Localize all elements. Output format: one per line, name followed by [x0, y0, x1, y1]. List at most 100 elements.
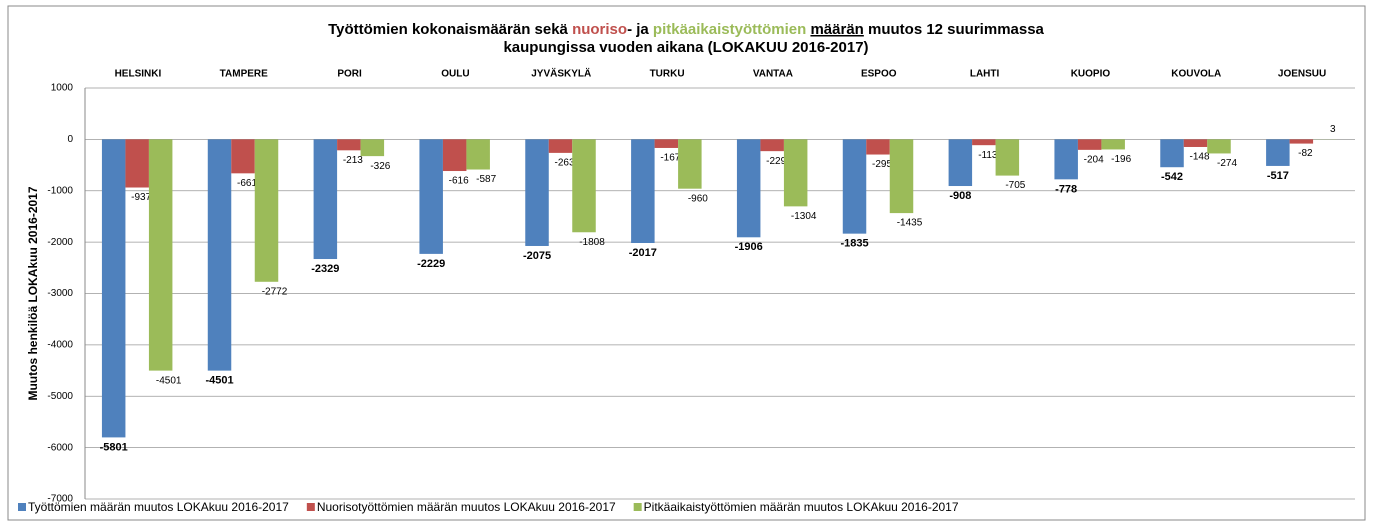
title-part: Työttömien kokonaismäärän sekä	[328, 21, 572, 38]
legend-label: Nuorisotyöttömien määrän muutos LOKAkuu …	[317, 500, 616, 514]
data-label: -705	[1005, 180, 1025, 191]
data-label: -2772	[262, 286, 288, 297]
legend-swatch	[18, 503, 26, 511]
data-label: -2329	[311, 263, 339, 275]
bar	[737, 139, 760, 237]
bar	[843, 139, 866, 233]
data-label: -908	[949, 190, 971, 202]
bar	[1101, 139, 1124, 149]
category-label: KOUVOLA	[1171, 69, 1221, 80]
data-label: -229	[766, 156, 786, 167]
bar	[125, 139, 148, 187]
bar	[949, 139, 972, 186]
data-label: -204	[1084, 154, 1104, 165]
bar	[1054, 139, 1077, 179]
y-tick-label: -3000	[47, 288, 73, 299]
bar	[549, 139, 572, 153]
data-label: -1304	[791, 211, 817, 222]
data-label: 3	[1330, 124, 1336, 135]
bar	[102, 139, 125, 437]
bar	[1160, 139, 1183, 167]
data-label: -542	[1161, 171, 1183, 183]
title-part: muutos 12 suurimmassa	[864, 21, 1045, 38]
bar	[314, 139, 337, 259]
y-tick-label: -5000	[47, 391, 73, 402]
bar	[1184, 139, 1207, 147]
data-label: -295	[872, 159, 892, 170]
bar	[149, 139, 172, 370]
data-label: -960	[688, 193, 708, 204]
bar	[208, 139, 231, 370]
bar	[784, 139, 807, 206]
bar	[972, 139, 995, 145]
bar	[525, 139, 548, 246]
bar	[678, 139, 701, 188]
bar	[361, 139, 384, 156]
data-label: -113	[978, 150, 998, 161]
chart-title: Työttömien kokonaismäärän sekä nuoriso- …	[328, 21, 1044, 38]
category-label: LAHTI	[970, 69, 1000, 80]
category-label: HELSINKI	[115, 69, 162, 80]
y-tick-label: 1000	[51, 83, 74, 94]
bar	[443, 139, 466, 171]
data-label: -326	[370, 161, 390, 172]
category-label: VANTAA	[753, 69, 793, 80]
bar	[337, 139, 360, 150]
legend-label: Pitkäaikaistyöttömien määrän muutos LOKA…	[644, 500, 959, 514]
data-label: -167	[660, 153, 680, 164]
data-label: -1835	[840, 238, 868, 250]
category-label: TURKU	[650, 69, 685, 80]
bar	[890, 139, 913, 213]
bar	[419, 139, 442, 254]
bar	[760, 139, 783, 151]
data-label: -1808	[579, 237, 605, 248]
title-part: kaupungissa vuoden aikana (LOKAKUU 2016-…	[503, 39, 868, 56]
title-part: pitkäaikaistyöttömien	[653, 21, 811, 38]
data-label: -5801	[100, 441, 128, 453]
category-label: OULU	[441, 69, 469, 80]
bar	[466, 139, 489, 169]
title-part: nuoriso	[572, 21, 627, 38]
legend-label: Työttömien määrän muutos LOKAkuu 2016-20…	[28, 500, 289, 514]
y-tick-label: -6000	[47, 442, 73, 453]
data-label: -2017	[629, 247, 657, 259]
data-label: -213	[343, 155, 363, 166]
bar	[1207, 139, 1230, 153]
data-label: -616	[449, 176, 469, 187]
y-axis-label: Muutos henkilöä LOKAkuu 2016-2017	[26, 186, 40, 400]
category-label: JOENSUU	[1278, 69, 1326, 80]
bar	[1290, 139, 1313, 143]
bar	[255, 139, 278, 281]
data-label: -517	[1267, 170, 1289, 182]
category-label: ESPOO	[861, 69, 897, 80]
bar	[231, 139, 254, 173]
y-tick-label: -4000	[47, 340, 73, 351]
data-label: -2229	[417, 258, 445, 270]
data-label: -263	[555, 158, 575, 169]
bar	[996, 139, 1019, 175]
chart-title: kaupungissa vuoden aikana (LOKAKUU 2016-…	[503, 39, 868, 56]
data-label: -4501	[156, 375, 182, 386]
title-part: - ja	[627, 21, 653, 38]
y-tick-label: -1000	[47, 185, 73, 196]
data-label: -1435	[897, 218, 923, 229]
data-label: -274	[1217, 158, 1237, 169]
data-label: -778	[1055, 183, 1077, 195]
category-label: JYVÄSKYLÄ	[531, 67, 591, 80]
category-label: TAMPERE	[220, 69, 268, 80]
bar	[572, 139, 595, 232]
title-part: määrän	[810, 21, 863, 38]
data-label: -148	[1190, 152, 1210, 163]
bar	[866, 139, 889, 154]
bar	[1078, 139, 1101, 149]
legend-swatch	[634, 503, 642, 511]
bar	[1266, 139, 1289, 166]
legend-swatch	[307, 503, 315, 511]
data-label: -587	[476, 174, 496, 185]
data-label: -2075	[523, 250, 551, 262]
y-tick-label: 0	[67, 134, 73, 145]
data-label: -937	[131, 192, 151, 203]
y-tick-label: -2000	[47, 237, 73, 248]
data-label: -1906	[735, 241, 763, 253]
